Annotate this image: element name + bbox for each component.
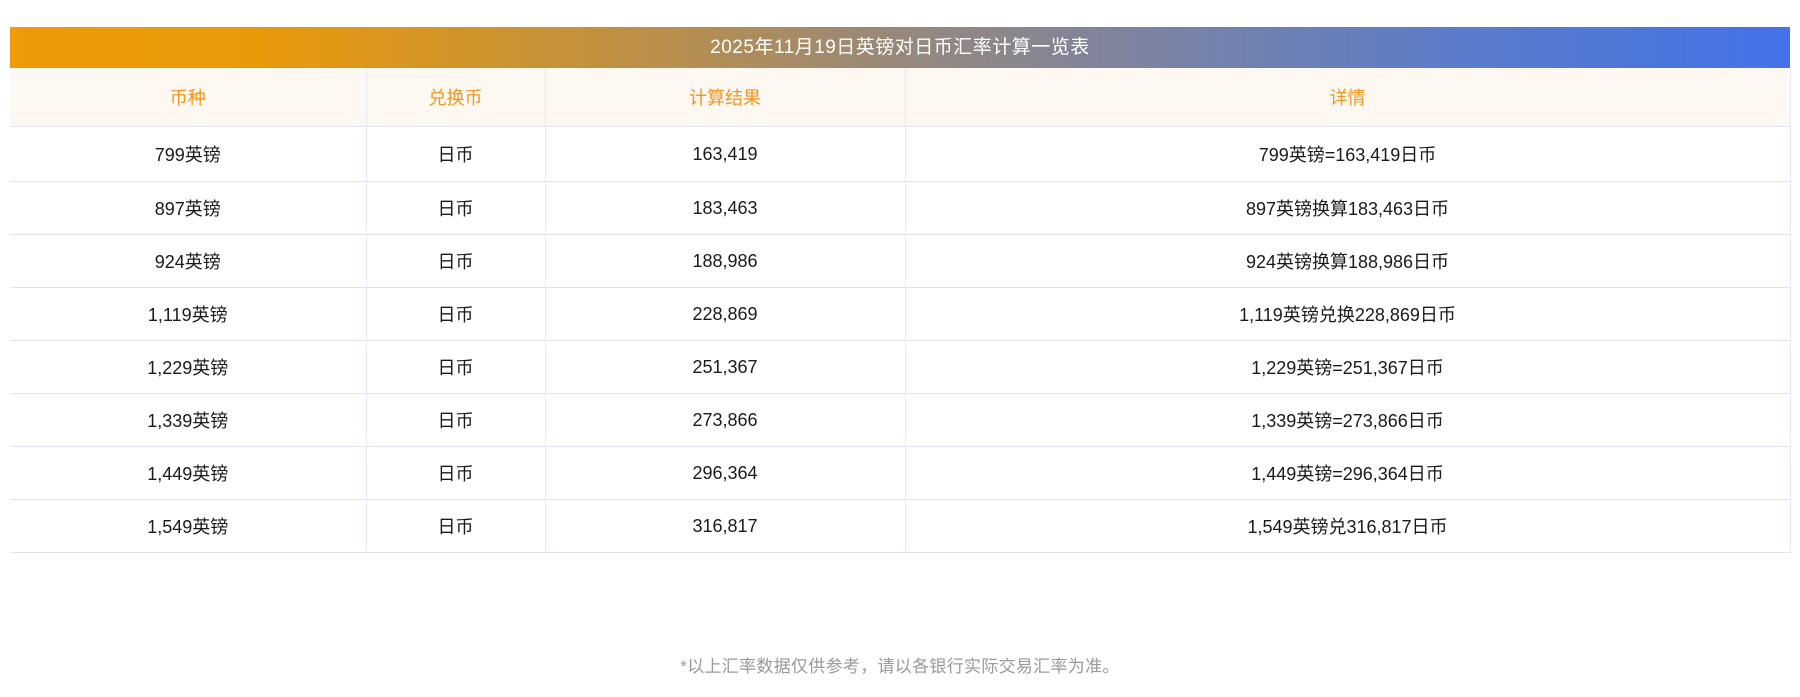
cell-target-currency: 日币 bbox=[366, 234, 546, 288]
cell-result: 316,817 bbox=[545, 499, 906, 553]
table-row: 1,229英镑 日币 251,367 1,229英镑=251,367日币 bbox=[10, 340, 1791, 394]
disclaimer-note: *以上汇率数据仅供参考，请以各银行实际交易汇率为准。 bbox=[680, 657, 1120, 676]
table-row: 1,119英镑 日币 228,869 1,119英镑兑换228,869日币 bbox=[10, 287, 1791, 341]
cell-detail: 924英镑换算188,986日币 bbox=[905, 234, 1791, 288]
cell-detail: 897英镑换算183,463日币 bbox=[905, 181, 1791, 235]
table-row: 1,339英镑 日币 273,866 1,339英镑=273,866日币 bbox=[10, 393, 1791, 447]
cell-target-currency: 日币 bbox=[366, 126, 546, 182]
cell-target-currency: 日币 bbox=[366, 393, 546, 447]
cell-target-currency: 日币 bbox=[366, 446, 546, 500]
exchange-rate-table: 币种 兑换币 计算结果 详情 799英镑 日币 163,419 799英镑=16… bbox=[10, 68, 1791, 553]
table-row: 897英镑 日币 183,463 897英镑换算183,463日币 bbox=[10, 181, 1791, 235]
table-row: 924英镑 日币 188,986 924英镑换算188,986日币 bbox=[10, 234, 1791, 288]
cell-result: 228,869 bbox=[545, 287, 906, 341]
cell-target-currency: 日币 bbox=[366, 499, 546, 553]
column-header-detail[interactable]: 详情 bbox=[905, 68, 1791, 127]
table-row: 1,449英镑 日币 296,364 1,449英镑=296,364日币 bbox=[10, 446, 1791, 500]
cell-source-currency: 1,119英镑 bbox=[10, 287, 367, 341]
rate-table-container: 2025年11月19日英镑对日币汇率计算一览表 币种 兑换币 计算结果 详情 7… bbox=[10, 27, 1791, 553]
cell-source-currency: 897英镑 bbox=[10, 181, 367, 235]
cell-target-currency: 日币 bbox=[366, 340, 546, 394]
cell-result: 273,866 bbox=[545, 393, 906, 447]
table-row: 1,549英镑 日币 316,817 1,549英镑兑316,817日币 bbox=[10, 499, 1791, 553]
cell-detail: 1,119英镑兑换228,869日币 bbox=[905, 287, 1791, 341]
cell-target-currency: 日币 bbox=[366, 287, 546, 341]
table-row: 799英镑 日币 163,419 799英镑=163,419日币 bbox=[10, 126, 1791, 182]
cell-result: 188,986 bbox=[545, 234, 906, 288]
cell-result: 163,419 bbox=[545, 126, 906, 182]
table-header-row: 币种 兑换币 计算结果 详情 bbox=[10, 68, 1791, 127]
column-header-target-currency[interactable]: 兑换币 bbox=[366, 68, 546, 127]
cell-result: 296,364 bbox=[545, 446, 906, 500]
table-body: 799英镑 日币 163,419 799英镑=163,419日币 897英镑 日… bbox=[10, 126, 1791, 553]
cell-detail: 1,339英镑=273,866日币 bbox=[905, 393, 1791, 447]
cell-result: 183,463 bbox=[545, 181, 906, 235]
cell-detail: 1,549英镑兑316,817日币 bbox=[905, 499, 1791, 553]
cell-result: 251,367 bbox=[545, 340, 906, 394]
column-header-result[interactable]: 计算结果 bbox=[545, 68, 906, 127]
cell-source-currency: 1,339英镑 bbox=[10, 393, 367, 447]
cell-detail: 1,449英镑=296,364日币 bbox=[905, 446, 1791, 500]
column-header-currency[interactable]: 币种 bbox=[10, 68, 367, 127]
cell-detail: 799英镑=163,419日币 bbox=[905, 126, 1791, 182]
table-header: 币种 兑换币 计算结果 详情 bbox=[10, 68, 1791, 127]
cell-source-currency: 1,549英镑 bbox=[10, 499, 367, 553]
cell-detail: 1,229英镑=251,367日币 bbox=[905, 340, 1791, 394]
cell-target-currency: 日币 bbox=[366, 181, 546, 235]
cell-source-currency: 1,229英镑 bbox=[10, 340, 367, 394]
table-title-bar: 2025年11月19日英镑对日币汇率计算一览表 bbox=[10, 27, 1790, 68]
cell-source-currency: 799英镑 bbox=[10, 126, 367, 182]
cell-source-currency: 924英镑 bbox=[10, 234, 367, 288]
cell-source-currency: 1,449英镑 bbox=[10, 446, 367, 500]
